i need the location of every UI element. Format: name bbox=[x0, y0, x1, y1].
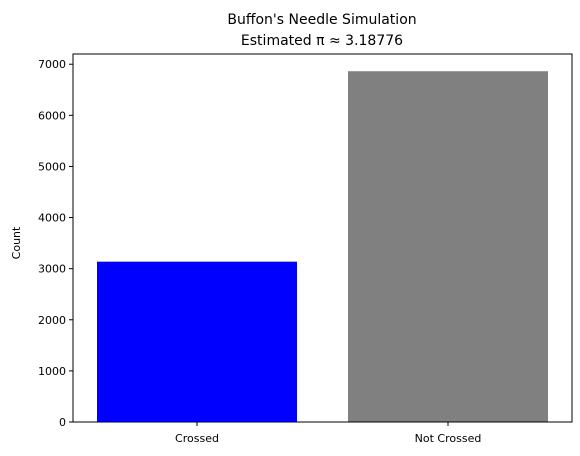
y-tick-label: 0 bbox=[59, 416, 66, 429]
plot-area: Crossed Not Crossed 0 1000 2000 3000 4000 5000 6… bbox=[38, 53, 573, 445]
chart-subtitle: Estimated π ≈ 3.18776 bbox=[241, 33, 403, 49]
chart-title: Buffon's Needle Simulation bbox=[227, 12, 416, 28]
y-axis-label: Count bbox=[10, 226, 23, 259]
bar-not-crossed bbox=[348, 71, 548, 423]
y-tick-label: 7000 bbox=[38, 58, 66, 71]
y-tick-label: 6000 bbox=[38, 109, 66, 122]
y-tick-label: 4000 bbox=[38, 212, 66, 225]
y-tick-label: 5000 bbox=[38, 160, 66, 173]
y-tick-label: 3000 bbox=[38, 263, 66, 276]
axes-frame bbox=[72, 53, 573, 423]
y-tick-label: 1000 bbox=[38, 365, 66, 378]
y-tick-label: 2000 bbox=[38, 314, 66, 327]
x-tick-label: Not Crossed bbox=[415, 432, 482, 445]
x-tick-label: Crossed bbox=[175, 432, 219, 445]
bar-crossed bbox=[97, 261, 297, 422]
